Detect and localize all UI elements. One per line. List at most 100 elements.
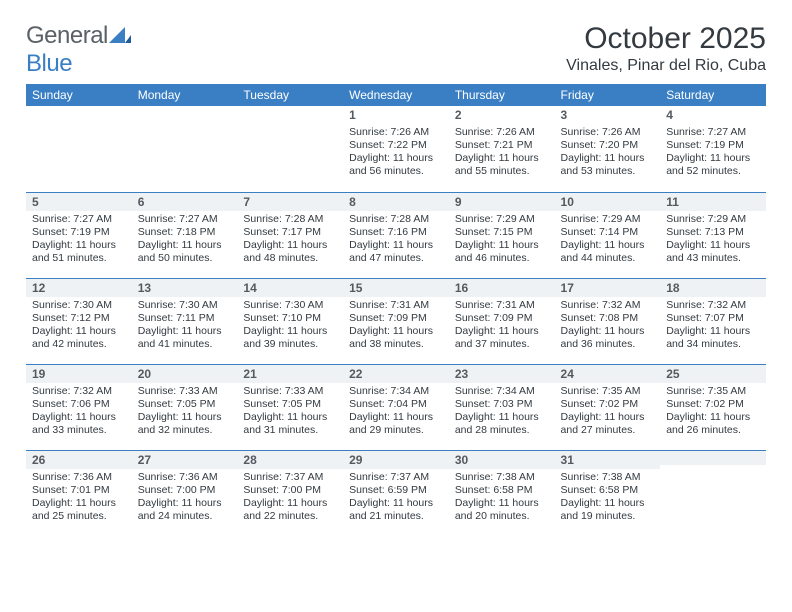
day-info: Sunrise: 7:27 AMSunset: 7:19 PMDaylight:… (32, 213, 126, 266)
day-cell: 10 Sunrise: 7:29 AMSunset: 7:14 PMDayligh… (555, 192, 661, 278)
day-number: 6 (132, 193, 238, 211)
day-cell: 5 Sunrise: 7:27 AMSunset: 7:19 PMDaylight… (26, 192, 132, 278)
day-cell: 1 Sunrise: 7:26 AMSunset: 7:22 PMDaylight… (343, 106, 449, 192)
day-number: 4 (660, 106, 766, 124)
day-cell: 3 Sunrise: 7:26 AMSunset: 7:20 PMDaylight… (555, 106, 661, 192)
weekday-header-cell: Wednesday (343, 84, 449, 106)
header: GeneralBlue October 2025 Vinales, Pinar … (26, 22, 766, 78)
day-number: 23 (449, 365, 555, 383)
day-number: 19 (26, 365, 132, 383)
calendar-page: GeneralBlue October 2025 Vinales, Pinar … (0, 0, 792, 536)
day-cell: 28Sunrise: 7:37 AMSunset: 7:00 PMDayligh… (237, 450, 343, 536)
day-cell: 24 Sunrise: 7:35 AMSunset: 7:02 PMDayligh… (555, 364, 661, 450)
day-info: Sunrise: 7:37 AMSunset: 6:59 PMDaylight:… (349, 471, 443, 524)
day-cell: 25Sunrise: 7:35 AMSunset: 7:02 PMDayligh… (660, 364, 766, 450)
day-info: Sunrise: 7:26 AMSunset: 7:21 PMDaylight:… (455, 126, 549, 179)
day-info: Sunrise: 7:35 AMSunset: 7:02 PMDaylight:… (561, 385, 655, 438)
day-number: 12 (26, 279, 132, 297)
weekday-header-cell: Friday (555, 84, 661, 106)
day-number: 17 (555, 279, 661, 297)
day-info: Sunrise: 7:27 AMSunset: 7:18 PMDaylight:… (138, 213, 232, 266)
day-number: 18 (660, 279, 766, 297)
day-cell: 6 Sunrise: 7:27 AMSunset: 7:18 PMDaylight… (132, 192, 238, 278)
day-info: Sunrise: 7:30 AMSunset: 7:12 PMDaylight:… (32, 299, 126, 352)
day-info: Sunrise: 7:30 AMSunset: 7:10 PMDaylight:… (243, 299, 337, 352)
brand-text: GeneralBlue (26, 22, 131, 78)
title-block: October 2025 Vinales, Pinar del Rio, Cub… (566, 22, 766, 75)
week-row: 5 Sunrise: 7:27 AMSunset: 7:19 PMDaylight… (26, 192, 766, 278)
day-number: 26 (26, 451, 132, 469)
day-number: 2 (449, 106, 555, 124)
day-info: Sunrise: 7:27 AMSunset: 7:19 PMDaylight:… (666, 126, 760, 179)
day-number: 8 (343, 193, 449, 211)
day-number: 30 (449, 451, 555, 469)
day-number: 11 (660, 193, 766, 211)
brand-logo: GeneralBlue (26, 22, 131, 78)
day-cell: 20Sunrise: 7:33 AMSunset: 7:05 PMDayligh… (132, 364, 238, 450)
page-title: October 2025 (566, 22, 766, 55)
location-label: Vinales, Pinar del Rio, Cuba (566, 57, 766, 75)
day-info: Sunrise: 7:30 AMSunset: 7:11 PMDaylight:… (138, 299, 232, 352)
day-info: Sunrise: 7:31 AMSunset: 7:09 PMDaylight:… (349, 299, 443, 352)
day-info: Sunrise: 7:36 AMSunset: 7:01 PMDaylight:… (32, 471, 126, 524)
day-cell: 26 Sunrise: 7:36 AMSunset: 7:01 PMDayligh… (26, 450, 132, 536)
week-row: 1 Sunrise: 7:26 AMSunset: 7:22 PMDaylight… (26, 106, 766, 192)
day-info: Sunrise: 7:38 AMSunset: 6:58 PMDaylight:… (455, 471, 549, 524)
day-info: Sunrise: 7:28 AMSunset: 7:17 PMDaylight:… (243, 213, 337, 266)
day-number: 9 (449, 193, 555, 211)
week-row: 26 Sunrise: 7:36 AMSunset: 7:01 PMDayligh… (26, 450, 766, 536)
empty-cell (132, 106, 238, 192)
empty-cell (26, 106, 132, 192)
day-cell: 11 Sunrise: 7:29 AMSunset: 7:13 PMDayligh… (660, 192, 766, 278)
day-info: Sunrise: 7:36 AMSunset: 7:00 PMDaylight:… (138, 471, 232, 524)
day-number: 3 (555, 106, 661, 124)
week-row: 12 Sunrise: 7:30 AMSunset: 7:12 PMDayligh… (26, 278, 766, 364)
day-cell: 8 Sunrise: 7:28 AMSunset: 7:16 PMDaylight… (343, 192, 449, 278)
weekday-header-cell: Sunday (26, 84, 132, 106)
empty-cell (237, 106, 343, 192)
day-cell: 12 Sunrise: 7:30 AMSunset: 7:12 PMDayligh… (26, 278, 132, 364)
day-number: 15 (343, 279, 449, 297)
day-cell: 27 Sunrise: 7:36 AMSunset: 7:00 PMDayligh… (132, 450, 238, 536)
day-cell: 7 Sunrise: 7:28 AMSunset: 7:17 PMDaylight… (237, 192, 343, 278)
empty-cell (660, 450, 766, 536)
day-info: Sunrise: 7:29 AMSunset: 7:13 PMDaylight:… (666, 213, 760, 266)
day-info: Sunrise: 7:29 AMSunset: 7:15 PMDaylight:… (455, 213, 549, 266)
day-number: 5 (26, 193, 132, 211)
day-cell: 21 Sunrise: 7:33 AMSunset: 7:05 PMDayligh… (237, 364, 343, 450)
day-cell: 30 Sunrise: 7:38 AMSunset: 6:58 PMDayligh… (449, 450, 555, 536)
day-cell: 4 Sunrise: 7:27 AMSunset: 7:19 PMDaylight… (660, 106, 766, 192)
day-cell: 22Sunrise: 7:34 AMSunset: 7:04 PMDayligh… (343, 364, 449, 450)
day-number: 10 (555, 193, 661, 211)
day-number: 31 (555, 451, 661, 469)
day-info: Sunrise: 7:34 AMSunset: 7:04 PMDaylight:… (349, 385, 443, 438)
day-info: Sunrise: 7:29 AMSunset: 7:14 PMDaylight:… (561, 213, 655, 266)
brand-sail-icon (109, 22, 131, 40)
day-cell: 19Sunrise: 7:32 AMSunset: 7:06 PMDayligh… (26, 364, 132, 450)
day-number: 28 (237, 451, 343, 469)
day-cell: 13Sunrise: 7:30 AMSunset: 7:11 PMDayligh… (132, 278, 238, 364)
day-info: Sunrise: 7:26 AMSunset: 7:20 PMDaylight:… (561, 126, 655, 179)
brand-part2: Blue (26, 50, 72, 77)
day-info: Sunrise: 7:28 AMSunset: 7:16 PMDaylight:… (349, 213, 443, 266)
day-cell: 9 Sunrise: 7:29 AMSunset: 7:15 PMDaylight… (449, 192, 555, 278)
day-info: Sunrise: 7:33 AMSunset: 7:05 PMDaylight:… (138, 385, 232, 438)
day-info: Sunrise: 7:26 AMSunset: 7:22 PMDaylight:… (349, 126, 443, 179)
day-cell: 15 Sunrise: 7:31 AMSunset: 7:09 PMDayligh… (343, 278, 449, 364)
day-cell: 31Sunrise: 7:38 AMSunset: 6:58 PMDayligh… (555, 450, 661, 536)
day-number: 25 (660, 365, 766, 383)
day-cell: 18Sunrise: 7:32 AMSunset: 7:07 PMDayligh… (660, 278, 766, 364)
day-cell: 23Sunrise: 7:34 AMSunset: 7:03 PMDayligh… (449, 364, 555, 450)
day-number: 24 (555, 365, 661, 383)
day-number: 27 (132, 451, 238, 469)
day-number: 1 (343, 106, 449, 124)
day-cell: 16Sunrise: 7:31 AMSunset: 7:09 PMDayligh… (449, 278, 555, 364)
week-row: 19Sunrise: 7:32 AMSunset: 7:06 PMDayligh… (26, 364, 766, 450)
day-info: Sunrise: 7:31 AMSunset: 7:09 PMDaylight:… (455, 299, 549, 352)
day-cell: 29Sunrise: 7:37 AMSunset: 6:59 PMDayligh… (343, 450, 449, 536)
day-info: Sunrise: 7:33 AMSunset: 7:05 PMDaylight:… (243, 385, 337, 438)
day-number: 7 (237, 193, 343, 211)
day-number: 21 (237, 365, 343, 383)
weekday-header: SundayMondayTuesdayWednesdayThursdayFrid… (26, 84, 766, 106)
day-info: Sunrise: 7:32 AMSunset: 7:08 PMDaylight:… (561, 299, 655, 352)
